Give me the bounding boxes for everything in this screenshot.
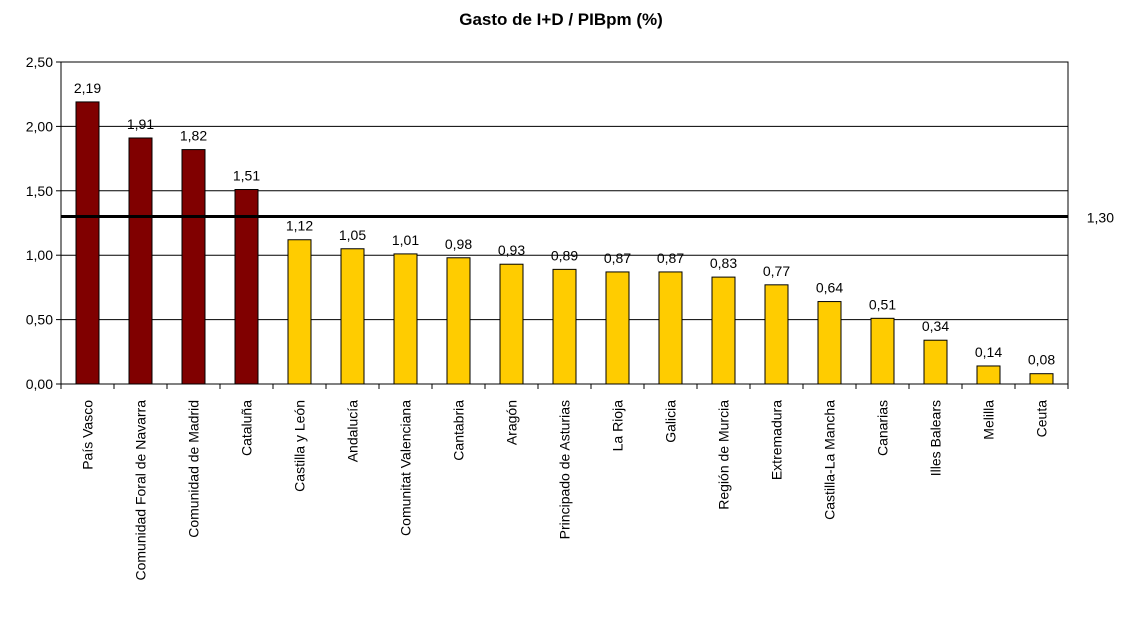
data-label: 0,14 <box>975 344 1002 360</box>
data-label: 1,05 <box>339 227 366 243</box>
bar <box>181 149 206 385</box>
data-label: 1,01 <box>392 232 419 248</box>
y-tick-label: 1,50 <box>26 183 53 199</box>
x-category-label: Extremadura <box>769 400 785 480</box>
x-category-label: Cataluña <box>239 400 255 456</box>
reference-line-label: 1,30 <box>1087 210 1114 226</box>
bar <box>499 263 524 385</box>
bar <box>1029 373 1054 385</box>
x-category-label: Andalucía <box>345 400 361 462</box>
data-label: 1,51 <box>233 168 260 184</box>
data-label: 1,12 <box>286 218 313 234</box>
bar <box>393 253 418 385</box>
data-label: 2,19 <box>74 80 101 96</box>
bar <box>605 271 630 385</box>
data-label: 0,87 <box>657 250 684 266</box>
bar <box>128 137 153 385</box>
x-category-label: Comunidad de Madrid <box>186 400 202 538</box>
chart-title: Gasto de I+D / PIBpm (%) <box>459 10 663 29</box>
x-category-label: Región de Murcia <box>716 400 732 510</box>
bar <box>446 257 471 385</box>
x-category-label: Comunidad Foral de Navarra <box>133 400 149 581</box>
bar <box>340 248 365 385</box>
x-category-label: Principado de Asturias <box>557 400 573 539</box>
bar <box>552 268 577 385</box>
x-category-label: Canarias <box>875 400 891 456</box>
x-category-label: Melilla <box>981 400 997 440</box>
y-tick-label: 2,00 <box>26 118 53 134</box>
data-label: 0,89 <box>551 247 578 263</box>
data-label: 0,08 <box>1028 352 1055 368</box>
bar <box>923 339 948 385</box>
x-category-label: La Rioja <box>610 400 626 452</box>
x-category-label: Castilla-La Mancha <box>822 400 838 520</box>
y-tick-label: 0,00 <box>26 376 53 392</box>
data-label: 1,82 <box>180 128 207 144</box>
bar <box>711 276 736 385</box>
x-category-label: Cantabria <box>451 400 467 461</box>
y-tick-label: 1,00 <box>26 247 53 263</box>
bar <box>817 301 842 385</box>
x-category-label: Illes Balears <box>928 400 944 476</box>
data-label: 0,64 <box>816 280 843 296</box>
data-label: 0,83 <box>710 255 737 271</box>
data-label: 0,77 <box>763 263 790 279</box>
x-category-label: País Vasco <box>80 400 96 470</box>
data-label: 0,98 <box>445 236 472 252</box>
data-label: 0,51 <box>869 296 896 312</box>
bar <box>234 189 259 385</box>
bar <box>764 284 789 385</box>
bar <box>976 365 1001 385</box>
data-label: 0,87 <box>604 250 631 266</box>
data-label: 0,34 <box>922 318 949 334</box>
bar <box>870 317 895 385</box>
x-category-label: Galicia <box>663 400 679 443</box>
x-category-label: Ceuta <box>1034 400 1050 438</box>
bar <box>75 101 100 385</box>
bar <box>658 271 683 385</box>
y-tick-label: 2,50 <box>26 54 53 70</box>
x-category-label: Castilla y León <box>292 400 308 492</box>
data-label: 1,91 <box>127 116 154 132</box>
bar <box>287 239 312 385</box>
y-tick-label: 0,50 <box>26 312 53 328</box>
x-category-label: Comunitat Valenciana <box>398 400 414 536</box>
data-label: 0,93 <box>498 242 525 258</box>
x-category-label: Aragón <box>504 400 520 445</box>
